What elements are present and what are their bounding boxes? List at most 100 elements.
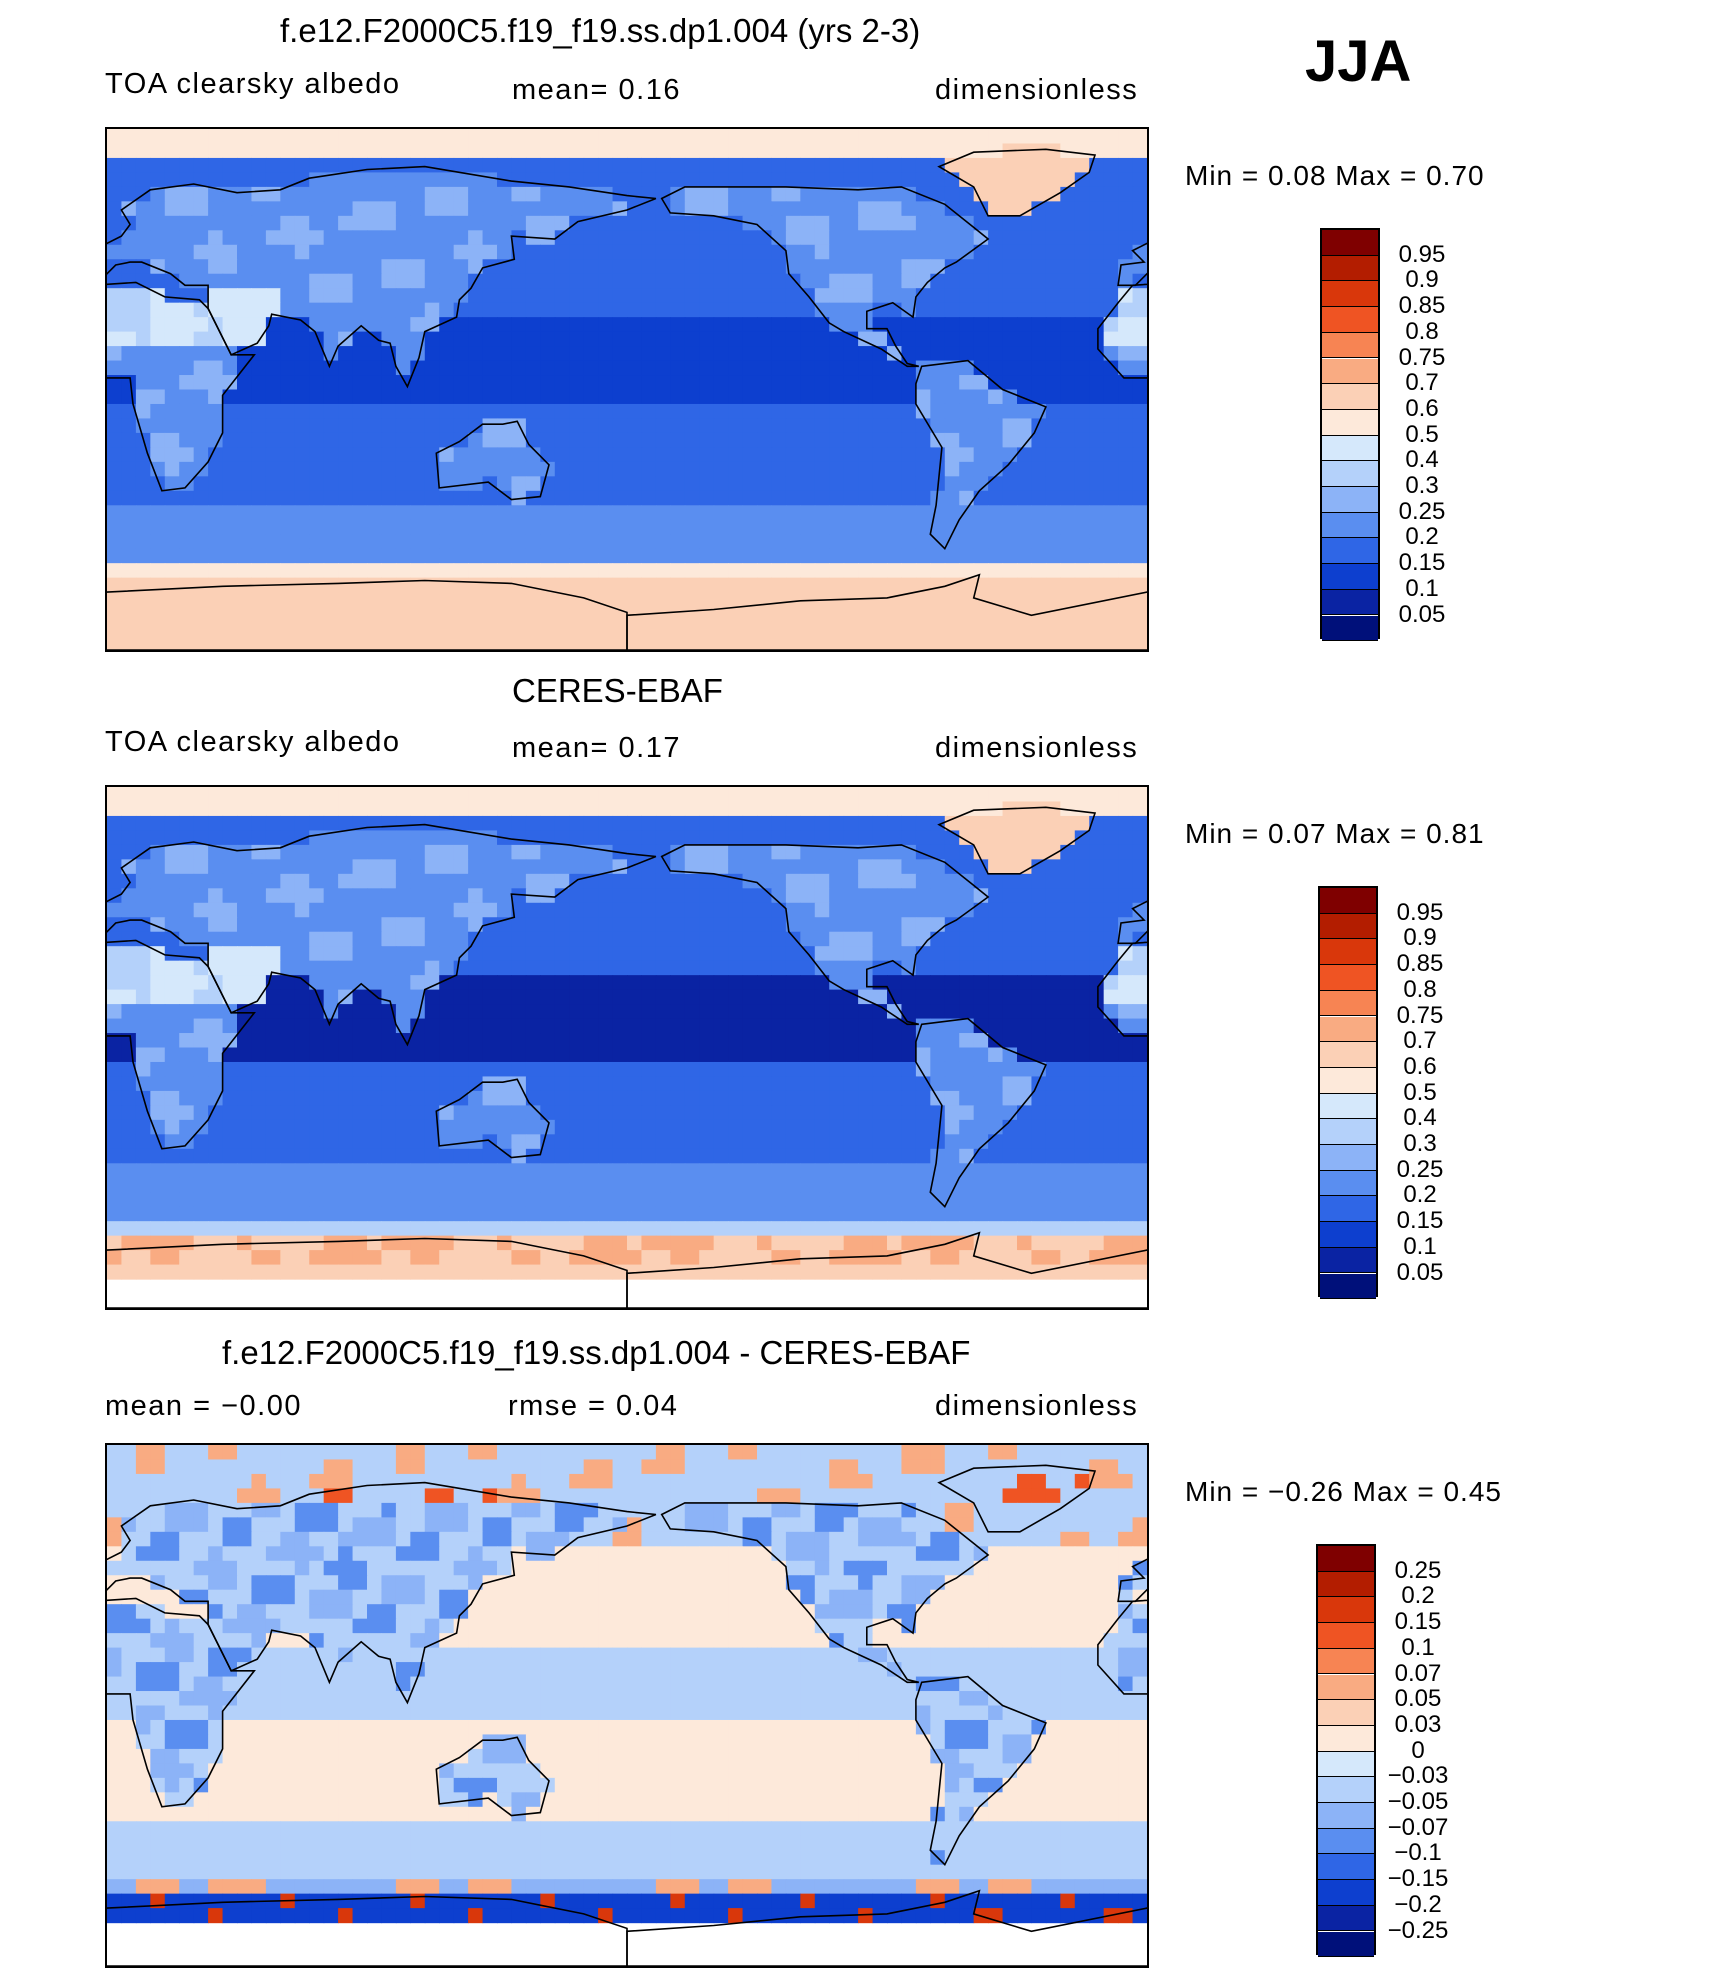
map-cell	[583, 1235, 599, 1251]
map-cell	[742, 1033, 758, 1049]
map-cell	[395, 244, 411, 260]
map-cell	[1031, 317, 1047, 333]
map-cell	[410, 1250, 426, 1266]
map-cell	[1103, 259, 1119, 275]
map-cell	[280, 931, 296, 947]
map-cell	[1132, 1090, 1147, 1106]
map-cell	[1017, 1018, 1033, 1034]
map-cell	[872, 989, 888, 1005]
map-cell	[1017, 1148, 1033, 1164]
map-cell	[525, 635, 541, 650]
map-cell	[323, 201, 339, 217]
map-cell	[367, 635, 383, 650]
map-cell	[785, 975, 801, 991]
map-cell	[670, 830, 686, 846]
map-cell	[424, 888, 440, 904]
map-cell	[554, 157, 570, 174]
map-cell	[237, 1119, 253, 1135]
map-cell	[713, 346, 729, 362]
map-cell	[670, 592, 686, 608]
map-cell	[453, 230, 469, 246]
map-cell	[1045, 129, 1061, 145]
map-cell	[453, 989, 469, 1005]
map-cell	[237, 1033, 253, 1049]
map-cell	[699, 946, 715, 962]
map-cell	[598, 1119, 614, 1135]
map-cell	[1031, 1134, 1047, 1150]
map-cell	[395, 1177, 411, 1193]
map-cell	[323, 635, 339, 650]
map-cell	[193, 606, 209, 622]
map-cell	[1031, 534, 1047, 550]
map-cell	[829, 917, 845, 933]
map-cell	[107, 975, 123, 991]
map-cell	[1103, 403, 1119, 420]
map-cell	[381, 186, 397, 202]
map-cell	[381, 787, 397, 803]
map-cell	[150, 787, 166, 803]
map-cell	[1017, 801, 1033, 817]
map-cell	[627, 186, 643, 202]
map-cell	[554, 519, 570, 535]
map-cell	[381, 1105, 397, 1121]
map-cell	[583, 1134, 599, 1150]
map-cell	[973, 1018, 989, 1034]
map-cell	[655, 360, 671, 376]
map-cell	[439, 1206, 455, 1222]
map-cell	[107, 143, 123, 159]
map-cell	[959, 1206, 975, 1222]
map-cell	[237, 888, 253, 904]
map-cell	[395, 186, 411, 202]
map-cell	[497, 787, 513, 803]
map-cell	[352, 917, 368, 933]
map-cell	[641, 476, 657, 492]
map-cell	[887, 606, 903, 622]
map-cell	[684, 375, 700, 391]
map-cell	[785, 563, 801, 579]
map-cell	[525, 859, 541, 875]
map-cell	[540, 1163, 556, 1179]
map-cell	[1060, 975, 1076, 991]
map-cell	[785, 621, 801, 637]
map-cell	[222, 418, 238, 434]
map-cell	[944, 490, 960, 506]
map-cell	[887, 635, 903, 650]
map-cell	[222, 592, 238, 608]
map-cell	[713, 230, 729, 246]
map-cell	[367, 1221, 383, 1237]
map-cell	[1074, 946, 1090, 962]
map-cell	[135, 172, 151, 188]
map-cell	[887, 273, 903, 289]
map-cell	[858, 201, 874, 217]
map-cell	[511, 917, 527, 933]
map-cell	[338, 563, 354, 579]
map-cell	[554, 317, 570, 333]
colorbar-swatch	[1322, 564, 1378, 590]
map-cell	[843, 801, 859, 817]
map-cell	[135, 375, 151, 391]
map-cell	[121, 606, 137, 622]
map-cell	[1031, 288, 1047, 304]
map-cell	[367, 1119, 383, 1135]
map-cell	[771, 1177, 787, 1193]
map-cell	[410, 476, 426, 492]
map-cell	[1118, 432, 1134, 448]
map-cell	[872, 172, 888, 188]
map-cell	[901, 859, 917, 875]
map-cell	[453, 844, 469, 860]
map-cell	[323, 447, 339, 463]
map-cell	[655, 844, 671, 860]
map-cell	[150, 302, 166, 318]
map-cell	[439, 1148, 455, 1164]
map-cell	[482, 975, 498, 991]
map-cell	[424, 787, 440, 803]
map-cell	[699, 1134, 715, 1150]
map-cell	[641, 331, 657, 347]
map-cell	[872, 1221, 888, 1237]
map-cell	[395, 563, 411, 579]
map-cell	[944, 931, 960, 947]
map-cell	[814, 519, 830, 535]
map-cell	[569, 331, 585, 347]
map-cell	[915, 476, 931, 492]
map-cell	[121, 389, 137, 405]
